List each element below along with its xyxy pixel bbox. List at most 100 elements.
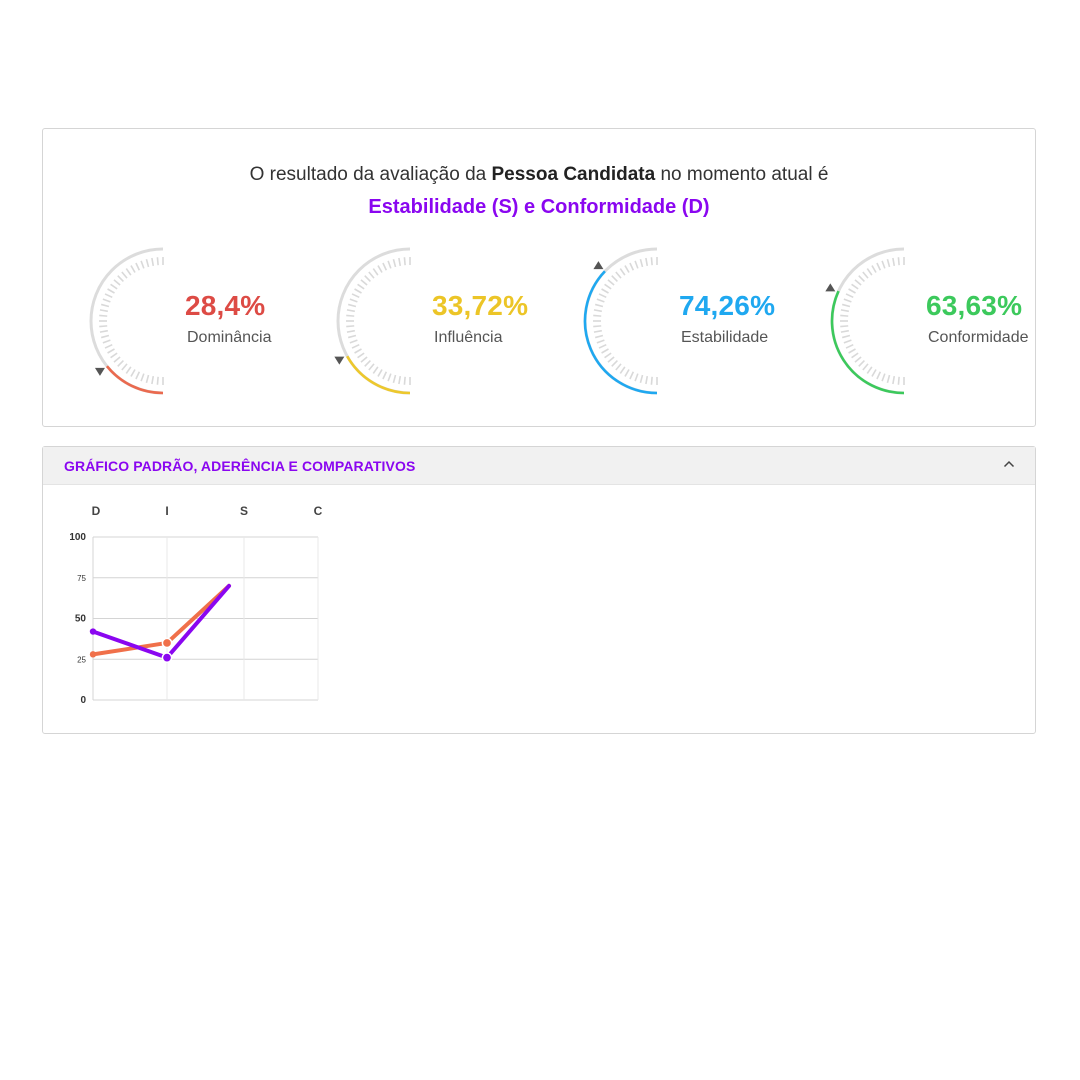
- gauge-tick: [840, 325, 849, 328]
- gauge-tick: [121, 271, 128, 279]
- gauge-tick: [125, 268, 132, 276]
- gauge-tick: [594, 334, 604, 339]
- gauge-tick: [607, 356, 615, 363]
- gauge-conformidade: 63,63% Conformidade: [825, 245, 1049, 397]
- gauge-tick: [140, 260, 145, 269]
- gauge-tick: [100, 303, 110, 308]
- gauge-fill: [830, 290, 905, 395]
- gauge-tick: [840, 314, 849, 317]
- gauge-tick: [403, 376, 406, 385]
- gauge-tick: [398, 257, 402, 266]
- gauge-tick: [593, 309, 602, 313]
- gauge-tick: [360, 356, 368, 363]
- gauge-tick: [871, 265, 877, 273]
- gauge-tick: [145, 374, 150, 384]
- gauge-tick: [854, 356, 862, 363]
- gauge-tick: [596, 339, 605, 344]
- gauge-tick: [100, 334, 110, 339]
- gauge-tick: [104, 343, 113, 349]
- gauge-tick: [858, 360, 865, 367]
- gauge-tick: [897, 257, 900, 266]
- gauge-tick: [346, 314, 355, 317]
- gauge-tick: [387, 260, 392, 269]
- chart-y-tick-label: 75: [77, 574, 86, 583]
- gauge-tick: [634, 373, 639, 382]
- gauge-tick: [125, 366, 132, 374]
- chart-point: [89, 628, 97, 635]
- gauge-tick: [848, 288, 856, 294]
- gauge-arc-dominancia: [89, 247, 164, 395]
- gauge-tick: [881, 260, 886, 269]
- gauge-tick: [392, 374, 397, 384]
- gauge-tick: [151, 257, 155, 266]
- gauge-label-conformidade: Conformidade: [928, 329, 1029, 346]
- gauge-tick: [392, 258, 397, 268]
- chart-category-label: D: [92, 504, 101, 518]
- gauge-tick: [897, 376, 900, 385]
- gauge-label-estabilidade: Estabilidade: [681, 329, 769, 346]
- gauge-tick: [611, 275, 618, 282]
- gauge-marker-icon: [334, 356, 345, 365]
- gauge-tick: [841, 303, 851, 308]
- gauge-tick: [130, 265, 136, 273]
- gauge-tick: [594, 303, 604, 308]
- chart-y-tick-label: 0: [80, 695, 86, 706]
- disc-chart: D I S C 100 75 50 25 0: [69, 504, 322, 706]
- gauge-tick: [354, 348, 362, 354]
- headline-suffix: no momento atual é: [655, 164, 829, 185]
- gauge-tick: [145, 258, 150, 268]
- gauge-dominancia: 28,4% Dominância: [88, 245, 308, 397]
- gauge-tick: [354, 288, 362, 294]
- gauge-tick: [117, 360, 124, 367]
- chart-y-tick-label: 25: [77, 655, 86, 664]
- accordion-header[interactable]: GRÁFICO PADRÃO, ADERÊNCIA E COMPARATIVOS: [43, 447, 1035, 485]
- gauge-tick: [99, 309, 108, 313]
- gauge-tick: [840, 329, 849, 333]
- gauge-tick: [398, 376, 402, 385]
- gauge-tick: [156, 257, 159, 266]
- gauge-tick: [866, 268, 873, 276]
- gauge-tick: [840, 309, 849, 313]
- gauge-tick: [387, 373, 392, 382]
- profile-result: Estabilidade (S) e Conformidade (D): [368, 196, 710, 218]
- gauge-label-influencia: Influência: [434, 329, 503, 346]
- gauge-tick: [624, 369, 630, 377]
- gauge-tick: [113, 356, 121, 363]
- gauge-tick: [650, 257, 653, 266]
- gauge-tick: [372, 268, 379, 276]
- gauge-tick: [151, 376, 155, 385]
- gauge-tick: [876, 371, 882, 380]
- gauge-tick: [843, 298, 852, 303]
- gauge-tick: [357, 352, 365, 359]
- chart-y-tick-label: 100: [69, 532, 86, 543]
- chart-point: [161, 637, 173, 649]
- gauge-marker-icon: [94, 367, 105, 376]
- gauge-tick: [357, 283, 365, 290]
- gauge-tick: [107, 348, 115, 354]
- gauge-tick: [346, 329, 355, 333]
- gauge-tick: [403, 257, 406, 266]
- gauge-tick: [349, 298, 358, 303]
- gauge-tick: [851, 283, 859, 290]
- gauge-tick: [346, 325, 355, 328]
- gauge-tick: [102, 339, 111, 344]
- gauge-tick: [645, 257, 649, 266]
- gauge-tick: [372, 366, 379, 374]
- gauge-arc-estabilidade: [583, 247, 658, 395]
- gauge-tick: [593, 325, 602, 328]
- gauge-tick: [650, 376, 653, 385]
- gauge-tick: [871, 369, 877, 377]
- gauge-tick: [624, 265, 630, 273]
- chart-accordion: GRÁFICO PADRÃO, ADERÊNCIA E COMPARATIVOS…: [42, 446, 1036, 734]
- gauge-tick: [615, 271, 622, 279]
- gauge-tick: [619, 268, 626, 276]
- chevron-up-icon[interactable]: [1001, 456, 1017, 472]
- result-headline: O resultado da avaliação da Pessoa Candi…: [43, 159, 1035, 223]
- gauge-tick: [135, 371, 141, 380]
- gauge-tick: [117, 275, 124, 282]
- chart-point: [161, 652, 173, 663]
- gauge-tick: [593, 329, 602, 333]
- gauge-tick: [841, 334, 851, 339]
- result-card: O resultado da avaliação da Pessoa Candi…: [42, 128, 1036, 427]
- gauge-tick: [601, 348, 609, 354]
